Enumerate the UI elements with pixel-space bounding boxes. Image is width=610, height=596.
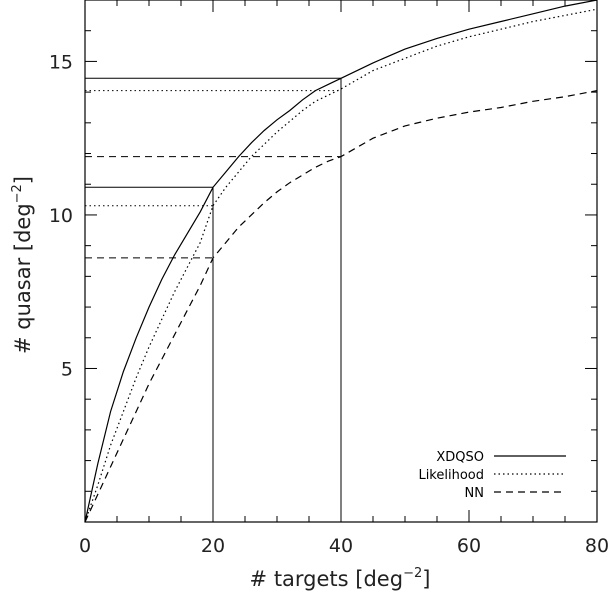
x-tick-label: 80 xyxy=(585,535,609,557)
legend-label: XDQSO xyxy=(436,450,484,465)
guide-lines xyxy=(85,77,342,522)
legend-label: Likelihood xyxy=(418,468,484,483)
tick-labels: 0 20 40 60 80 5 10 15 xyxy=(49,51,609,557)
y-axis-label: # quasar [deg−2] xyxy=(10,176,35,354)
x-tick-label: 60 xyxy=(457,535,481,557)
legend-label: NN xyxy=(465,486,484,501)
x-tick-label: 0 xyxy=(79,535,91,557)
y-tick-label: 10 xyxy=(49,205,73,227)
x-tick-label: 20 xyxy=(201,535,225,557)
series-xdqso xyxy=(84,0,598,523)
series-lines xyxy=(84,0,598,523)
y-tick-label: 5 xyxy=(61,358,73,380)
x-axis-label: # targets [deg−2] xyxy=(250,566,431,591)
axis-ticks xyxy=(84,0,598,522)
x-tick-label: 40 xyxy=(329,535,353,557)
y-tick-label: 15 xyxy=(49,51,73,73)
legend: XDQSO Likelihood NN xyxy=(418,450,566,501)
